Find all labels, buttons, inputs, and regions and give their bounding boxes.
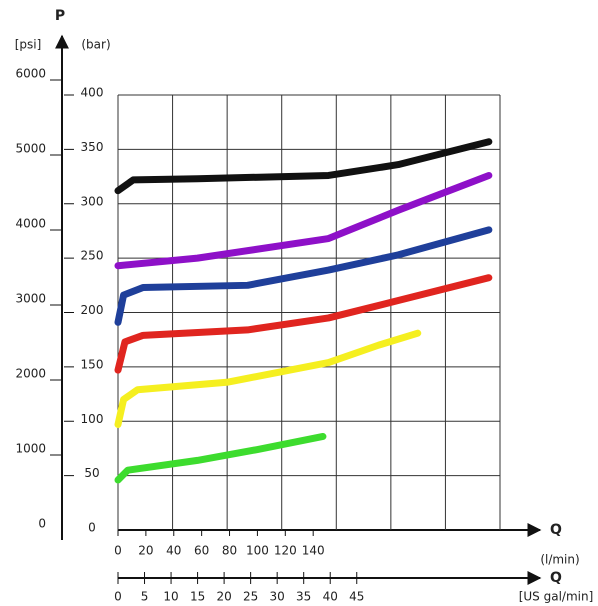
y-axis-title: P: [55, 8, 65, 24]
x2-axis-title: Q: [550, 570, 562, 586]
x2-tick-label: 10: [163, 590, 178, 604]
curve: [114, 171, 493, 270]
y2-tick-label: 2000: [15, 367, 46, 381]
y-tick-label: 300: [81, 194, 104, 208]
curve: [114, 274, 493, 374]
curve: [114, 329, 422, 429]
x2-tick-label: 25: [243, 590, 258, 604]
y-tick-label: 50: [84, 466, 99, 480]
x2-tick-label: 5: [141, 590, 149, 604]
y-tick-label: 400: [81, 86, 104, 100]
x-tick-label: 40: [166, 544, 181, 558]
curve: [114, 138, 493, 195]
y2-tick-label: 5000: [15, 142, 46, 156]
y-unit: [psi]: [15, 38, 42, 52]
y2-tick-label: 6000: [15, 67, 46, 81]
y2-tick-label: 3000: [15, 292, 46, 306]
y-tick-label: 0: [88, 521, 96, 535]
x2-tick-label: 45: [349, 590, 364, 604]
y2-tick-label: 0: [38, 517, 46, 531]
y-tick-label: 150: [81, 357, 104, 371]
x-tick-label: 100: [246, 544, 269, 558]
x-tick-label: 120: [274, 544, 297, 558]
y2-tick-label: 1000: [15, 442, 46, 456]
y-tick-label: 350: [81, 140, 104, 154]
y-tick-label: 100: [81, 412, 104, 426]
x-tick-label: 80: [222, 544, 237, 558]
x2-unit: [US gal/min]: [519, 590, 594, 604]
x-unit: (l/min): [540, 553, 579, 567]
x-tick-label: 60: [194, 544, 209, 558]
x2-tick-label: 20: [216, 590, 231, 604]
curve: [114, 226, 493, 326]
x-axis-title: Q: [550, 522, 562, 538]
y-tick-label: 250: [81, 249, 104, 263]
y-unit: (bar): [81, 38, 110, 52]
x-tick-label: 0: [114, 544, 122, 558]
y-tick-label: 200: [81, 303, 104, 317]
x-tick-label: 140: [302, 544, 325, 558]
x2-tick-label: 35: [296, 590, 311, 604]
x2-tick-label: 0: [114, 590, 122, 604]
y2-tick-label: 4000: [15, 217, 46, 231]
x2-tick-label: 40: [323, 590, 338, 604]
x-tick-label: 20: [138, 544, 153, 558]
curve: [114, 432, 327, 484]
x2-tick-label: 30: [270, 590, 285, 604]
x2-tick-label: 15: [190, 590, 205, 604]
